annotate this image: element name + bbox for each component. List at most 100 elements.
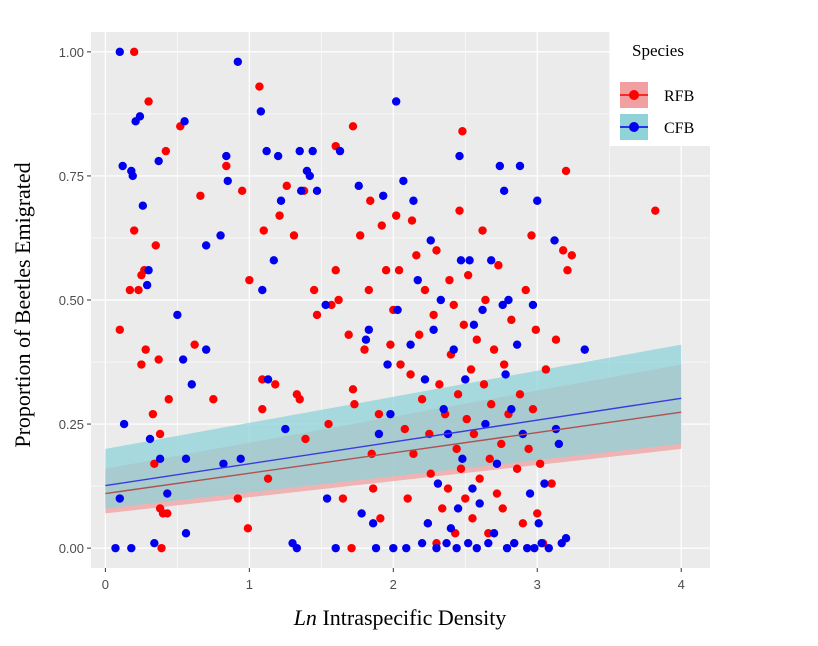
point-rfb	[258, 375, 267, 384]
point-cfb	[530, 543, 539, 553]
point-rfb	[148, 409, 158, 419]
point-cfb	[442, 538, 451, 548]
point-rfb	[338, 494, 348, 503]
legend-key-point	[629, 90, 639, 100]
legend: Species RFB CFB	[610, 32, 710, 146]
point-rfb	[245, 275, 254, 285]
point-rfb	[524, 444, 533, 454]
point-cfb	[540, 479, 549, 488]
point-cfb	[201, 345, 211, 354]
point-rfb	[368, 484, 378, 493]
legend-key-point	[629, 122, 639, 132]
point-cfb	[321, 300, 330, 310]
point-cfb	[138, 201, 148, 210]
point-cfb	[115, 47, 124, 57]
point-rfb	[459, 320, 469, 330]
point-rfb	[533, 509, 542, 518]
point-rfb	[324, 419, 333, 429]
point-rfb	[258, 404, 267, 414]
point-cfb	[502, 543, 512, 553]
point-cfb	[461, 375, 470, 384]
point-cfb	[154, 156, 163, 166]
point-rfb	[521, 285, 530, 295]
point-rfb	[499, 360, 509, 369]
point-rfb	[271, 380, 280, 389]
point-rfb	[134, 285, 143, 295]
point-rfb	[129, 47, 139, 57]
point-cfb	[439, 404, 448, 414]
point-cfb	[269, 256, 279, 265]
point-cfb	[263, 375, 273, 384]
point-rfb	[461, 494, 470, 503]
point-rfb	[144, 97, 153, 106]
point-rfb	[420, 285, 430, 295]
point-rfb	[498, 504, 507, 513]
point-rfb	[164, 395, 173, 404]
point-rfb	[547, 479, 556, 488]
fit-lines	[105, 397, 682, 495]
point-cfb	[489, 529, 499, 538]
point-rfb	[377, 221, 386, 230]
point-cfb	[537, 538, 546, 548]
point-rfb	[515, 390, 525, 399]
point-rfb	[458, 127, 467, 136]
point-rfb	[312, 310, 322, 320]
point-rfb	[309, 285, 319, 295]
point-cfb	[453, 504, 463, 513]
x-axis-title-italic: Ln	[293, 605, 317, 630]
point-rfb	[426, 469, 435, 478]
point-cfb	[413, 275, 422, 285]
point-cfb	[335, 146, 345, 156]
point-cfb	[145, 434, 155, 444]
point-cfb	[128, 171, 137, 181]
point-rfb	[289, 231, 299, 240]
point-rfb	[348, 122, 358, 131]
point-rfb	[531, 325, 541, 334]
point-rfb	[331, 266, 340, 275]
point-rfb	[360, 345, 369, 354]
confidence-ribbons	[105, 344, 682, 514]
point-rfb	[222, 161, 231, 171]
point-cfb	[322, 494, 332, 503]
point-rfb	[259, 226, 268, 235]
point-cfb	[155, 454, 165, 464]
point-cfb	[305, 171, 315, 181]
point-rfb	[406, 370, 415, 379]
point-rfb	[528, 404, 538, 414]
point-cfb	[580, 345, 589, 354]
point-rfb	[518, 519, 528, 528]
point-rfb	[129, 226, 139, 235]
point-rfb	[154, 355, 163, 364]
point-rfb	[295, 395, 304, 404]
point-rfb	[563, 266, 572, 275]
point-rfb	[409, 449, 418, 459]
x-tick-label: 0	[102, 577, 109, 592]
point-cfb	[135, 112, 145, 121]
point-cfb	[223, 176, 232, 186]
point-rfb	[263, 474, 273, 483]
point-rfb	[429, 310, 438, 320]
point-rfb	[196, 191, 205, 200]
point-rfb	[484, 529, 493, 538]
point-rfb	[243, 524, 253, 533]
point-cfb	[504, 295, 513, 305]
point-cfb	[393, 305, 402, 315]
point-cfb	[468, 484, 477, 493]
point-rfb	[161, 146, 171, 156]
x-axis-title: Ln Intraspecific Density	[293, 605, 507, 630]
point-cfb	[201, 241, 211, 250]
point-cfb	[383, 360, 392, 369]
point-cfb	[478, 305, 487, 315]
x-axis-title-rest: Intraspecific Density	[317, 605, 506, 630]
data-points	[111, 47, 660, 553]
point-cfb	[119, 419, 129, 429]
point-cfb	[354, 181, 363, 191]
point-cfb	[379, 191, 388, 200]
point-cfb	[222, 151, 231, 161]
point-cfb	[292, 543, 302, 553]
point-cfb	[115, 494, 124, 503]
point-rfb	[478, 226, 487, 235]
point-cfb	[364, 325, 374, 334]
point-cfb	[452, 543, 461, 553]
point-cfb	[534, 519, 543, 528]
